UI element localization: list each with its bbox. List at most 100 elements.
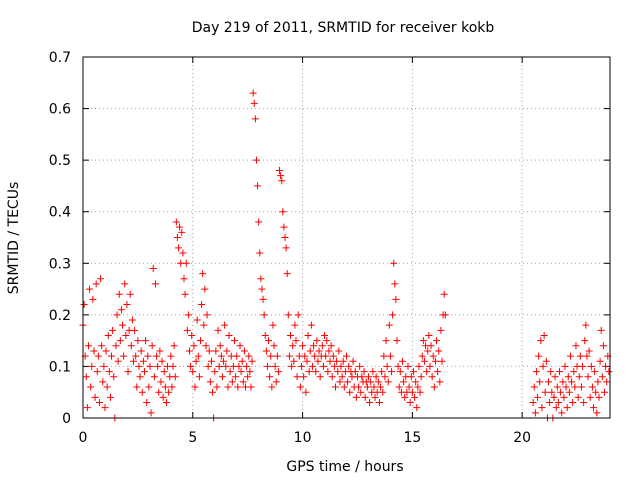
data-point [530,383,538,391]
data-point [550,393,558,401]
data-point [569,399,577,407]
data-point [532,368,540,376]
data-point [335,347,343,355]
data-point [182,259,190,267]
data-point [380,352,388,360]
data-point [220,357,228,365]
data-point [285,352,293,360]
x-tick-label: 10 [294,430,312,446]
data-point [436,378,444,386]
data-point [437,326,445,334]
data-point [113,311,121,319]
data-point [105,368,113,376]
data-point [408,388,416,396]
data-point [398,357,406,365]
data-point [541,388,549,396]
data-point [529,399,537,407]
data-point [243,362,251,370]
data-point [90,347,98,355]
data-point [213,383,221,391]
data-point [120,352,128,360]
data-point [292,337,300,345]
data-point [259,295,267,303]
data-point [134,337,142,345]
data-point [257,275,265,283]
data-point [598,373,606,381]
data-point [201,285,209,293]
chart-title: Day 219 of 2011, SRMTID for receiver kok… [192,20,495,36]
data-point [150,373,158,381]
data-point [553,383,561,391]
data-point [173,234,181,241]
data-point [539,362,547,370]
data-point [386,352,394,360]
data-point [358,373,366,381]
data-point [218,373,226,381]
data-point [261,331,269,339]
data-point [562,383,570,391]
data-point [328,373,336,381]
data-point [407,373,415,381]
data-point [587,362,595,370]
data-point [226,368,234,376]
data-point [441,311,449,319]
data-point [179,249,187,257]
data-point [536,378,544,386]
data-point [599,342,607,350]
data-point [122,331,130,339]
data-point [395,383,403,391]
data-point [563,404,571,412]
data-point [281,234,289,241]
data-point [377,383,385,391]
plot-frame [82,56,611,419]
data-point [327,342,335,350]
data-point [366,399,374,407]
data-point [160,368,168,376]
data-point [86,285,94,293]
data-point [603,378,611,386]
data-point [225,331,233,339]
data-point [280,223,288,231]
data-point [287,331,295,339]
data-point [346,388,354,396]
data-point [319,362,327,370]
data-point [334,368,342,376]
data-point [189,368,197,376]
data-point [170,342,178,350]
data-point [308,362,316,370]
data-point [596,357,604,365]
data-point [579,362,587,370]
data-point [103,383,111,391]
data-point [332,383,340,391]
data-point [375,399,383,407]
data-point [344,378,352,386]
data-point [434,368,442,376]
data-point [276,166,284,174]
data-point [180,275,188,283]
data-point [99,378,107,386]
data-point [582,321,590,329]
data-point [97,275,105,283]
data-point [224,383,232,391]
data-point [349,357,357,365]
data-point [415,362,423,370]
data-point [420,357,428,365]
data-point [299,342,307,350]
data-point [417,373,425,381]
data-point [302,388,310,396]
data-point [223,347,231,355]
data-point [351,368,359,376]
data-point [555,368,563,376]
data-point [167,352,175,360]
data-point [176,223,184,231]
data-point [583,352,591,360]
data-point [301,352,309,360]
data-point [303,357,311,365]
data-point [209,388,217,396]
data-point [336,378,344,386]
data-point [431,357,439,365]
data-point [322,352,330,360]
data-point [438,357,446,365]
data-point [211,368,219,376]
data-point [326,357,334,365]
